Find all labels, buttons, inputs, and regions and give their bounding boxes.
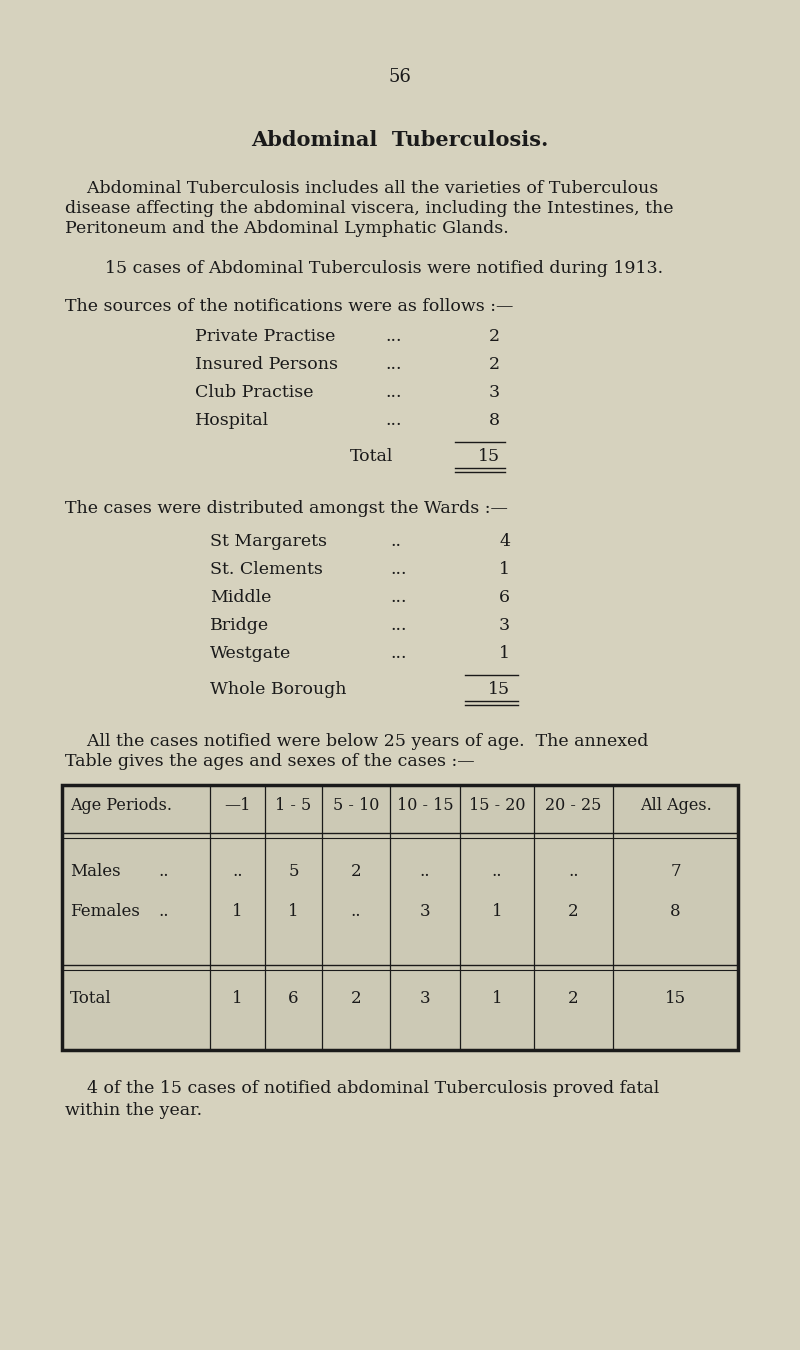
Text: ...: ...: [390, 562, 406, 578]
Text: 3: 3: [499, 617, 510, 634]
Text: Total: Total: [70, 990, 112, 1007]
Text: 15: 15: [665, 990, 686, 1007]
Text: 5 - 10: 5 - 10: [333, 796, 379, 814]
Text: All the cases notified were below 25 years of age.  The ​annexed: All the cases notified were below 25 yea…: [65, 733, 648, 751]
Text: ..: ..: [158, 863, 170, 880]
Text: 3: 3: [420, 903, 430, 919]
Text: disease affecting the abdominal viscera, including the Intestines, the: disease affecting the abdominal viscera,…: [65, 200, 674, 217]
Text: St. Clements: St. Clements: [210, 562, 323, 578]
Text: Males: Males: [70, 863, 121, 880]
Text: 2: 2: [568, 903, 579, 919]
Text: ...: ...: [390, 589, 406, 606]
Text: 3: 3: [420, 990, 430, 1007]
Text: ..: ..: [158, 903, 170, 919]
Text: ..: ..: [420, 863, 430, 880]
Text: 1: 1: [232, 903, 243, 919]
Text: 56: 56: [389, 68, 411, 86]
Text: Hospital: Hospital: [195, 412, 269, 429]
Text: 1: 1: [492, 903, 502, 919]
Text: The cases were distributed amongst the Wards :—: The cases were distributed amongst the W…: [65, 500, 508, 517]
Text: ..: ..: [492, 863, 502, 880]
Text: Middle: Middle: [210, 589, 271, 606]
Text: Abdominal Tuberculosis includes all the varieties of Tuberculous: Abdominal Tuberculosis includes all the …: [65, 180, 658, 197]
Text: 7: 7: [670, 863, 681, 880]
Text: ...: ...: [390, 617, 406, 634]
Text: Bridge: Bridge: [210, 617, 269, 634]
Text: 1: 1: [232, 990, 243, 1007]
Text: ...: ...: [385, 328, 402, 346]
Text: —1: —1: [224, 796, 250, 814]
Text: ..: ..: [390, 533, 401, 549]
Text: 1: 1: [499, 562, 510, 578]
Text: 8: 8: [489, 412, 500, 429]
Text: Private Practise: Private Practise: [195, 328, 335, 346]
Text: Females: Females: [70, 903, 140, 919]
Text: ..: ..: [232, 863, 242, 880]
Text: 2: 2: [568, 990, 579, 1007]
Text: Insured Persons: Insured Persons: [195, 356, 338, 373]
Text: 2: 2: [350, 990, 362, 1007]
Text: 15 - 20: 15 - 20: [469, 796, 526, 814]
Text: ...: ...: [385, 356, 402, 373]
Text: 10 - 15: 10 - 15: [397, 796, 454, 814]
Text: ...: ...: [390, 645, 406, 662]
Text: 15: 15: [478, 448, 500, 464]
Text: 2: 2: [350, 863, 362, 880]
Text: All Ages.: All Ages.: [640, 796, 711, 814]
Text: Peritoneum and the Abdominal Lymphatic Glands.: Peritoneum and the Abdominal Lymphatic G…: [65, 220, 509, 238]
Text: ...: ...: [385, 383, 402, 401]
Text: 6: 6: [288, 990, 298, 1007]
Text: ..: ..: [568, 863, 578, 880]
Text: St Margarets: St Margarets: [210, 533, 327, 549]
Text: The sources of the notifications were as follows :—: The sources of the notifications were as…: [65, 298, 514, 315]
Text: 2: 2: [489, 356, 500, 373]
Text: ...: ...: [385, 412, 402, 429]
Text: 8: 8: [670, 903, 681, 919]
Text: 1: 1: [288, 903, 299, 919]
Text: Total: Total: [350, 448, 394, 464]
Text: 5: 5: [288, 863, 298, 880]
Text: Whole Borough: Whole Borough: [210, 680, 346, 698]
Text: 1: 1: [492, 990, 502, 1007]
Text: Abdominal  Tuberculosis.: Abdominal Tuberculosis.: [251, 130, 549, 150]
Text: Club Practise: Club Practise: [195, 383, 314, 401]
Text: 15: 15: [488, 680, 510, 698]
Text: 3: 3: [489, 383, 500, 401]
Bar: [62, 784, 738, 1050]
Text: Table gives the ages and sexes of the cases :—: Table gives the ages and sexes of the ca…: [65, 753, 474, 769]
Text: 6: 6: [499, 589, 510, 606]
Text: Westgate: Westgate: [210, 645, 291, 662]
Text: 20 - 25: 20 - 25: [546, 796, 602, 814]
Text: 15 cases of Abdominal Tuberculosis were notified during 1913.: 15 cases of Abdominal Tuberculosis were …: [105, 261, 663, 277]
Text: 2: 2: [489, 328, 500, 346]
Text: Age Periods.: Age Periods.: [70, 796, 172, 814]
Text: 1 - 5: 1 - 5: [275, 796, 312, 814]
Text: 4: 4: [499, 533, 510, 549]
Text: ..: ..: [350, 903, 362, 919]
Text: within the year.: within the year.: [65, 1102, 202, 1119]
Text: 4 of the 15 cases of notified abdominal Tuberculosis proved ​fatal: 4 of the 15 cases of notified abdominal …: [65, 1080, 659, 1098]
Text: 1: 1: [499, 645, 510, 662]
